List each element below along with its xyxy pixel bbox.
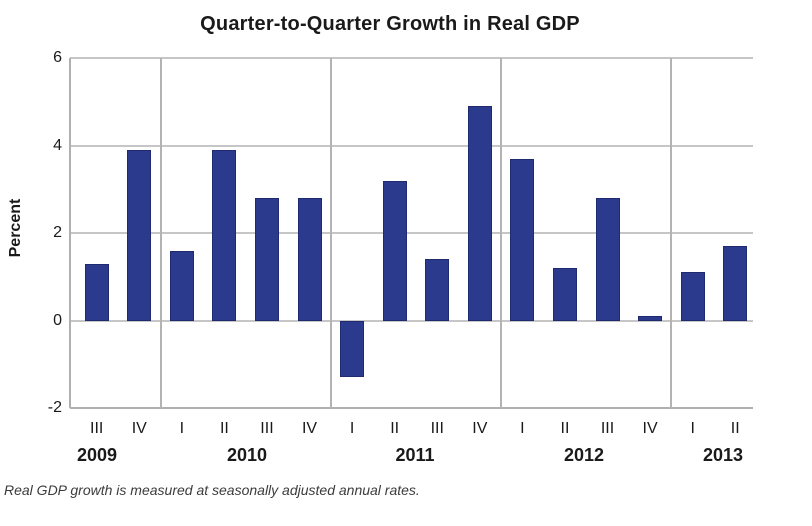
y-tick-label: 6	[53, 49, 62, 66]
y-tick-label: 2	[53, 224, 62, 241]
chart-title: Quarter-to-Quarter Growth in Real GDP	[200, 13, 580, 35]
year-label-2010: 2010	[226, 445, 268, 465]
bar-2011-II	[382, 180, 407, 321]
x-tick-label: II	[560, 420, 570, 437]
bar-2011-III	[425, 259, 450, 321]
x-tick-label: III	[260, 420, 274, 437]
gridline	[70, 144, 753, 147]
bar-2013-I	[680, 272, 705, 321]
year-label-2012: 2012	[563, 445, 605, 465]
x-tick-label: II	[390, 420, 400, 437]
bar-2011-IV	[467, 106, 492, 321]
x-tick-label: I	[349, 420, 355, 437]
year-separator-line	[500, 58, 503, 408]
year-separator-line	[670, 58, 673, 408]
year-separator-line	[329, 58, 332, 408]
x-tick-label: IV	[131, 420, 147, 437]
bar-2010-IV	[297, 198, 322, 321]
bar-2012-III	[595, 198, 620, 321]
gridline	[70, 319, 753, 322]
x-tick-label: I	[690, 420, 695, 437]
x-tick-label: II	[219, 420, 229, 437]
x-tick-label: IV	[642, 420, 658, 437]
x-tick-label: II	[730, 420, 740, 437]
bar-2009-III	[84, 263, 109, 321]
bar-2009-IV	[127, 149, 152, 321]
x-tick-label: III	[430, 420, 444, 437]
year-label-2011: 2011	[395, 445, 435, 465]
bar-2012-I	[510, 158, 535, 321]
gridline	[70, 57, 753, 59]
bar-2010-III	[254, 198, 279, 321]
bar-2010-II	[212, 149, 237, 321]
x-tick-label: I	[520, 420, 525, 437]
x-tick-label: III	[600, 420, 615, 437]
year-separator-line	[159, 58, 162, 408]
bar-2011-I	[340, 320, 365, 378]
y-tick-label: 4	[53, 136, 62, 154]
x-tick-label: III	[90, 420, 104, 437]
y-tick-label: -2	[47, 399, 62, 416]
bar-2010-I	[169, 250, 194, 321]
year-label-2013: 2013	[702, 445, 744, 465]
year-label-2009: 2009	[76, 445, 118, 465]
y-tick-label: 0	[53, 311, 62, 329]
gridline	[70, 232, 753, 234]
bar-2012-IV	[638, 316, 663, 321]
bar-2012-II	[552, 268, 577, 321]
x-tick-label: IV	[301, 420, 318, 437]
chart-footnote: Real GDP growth is measured at seasonall…	[4, 482, 420, 498]
bar-2013-II	[723, 246, 748, 321]
x-axis-line	[70, 407, 753, 409]
y-axis-line	[69, 58, 71, 408]
x-tick-label: IV	[472, 420, 488, 437]
x-tick-label: I	[179, 420, 185, 437]
